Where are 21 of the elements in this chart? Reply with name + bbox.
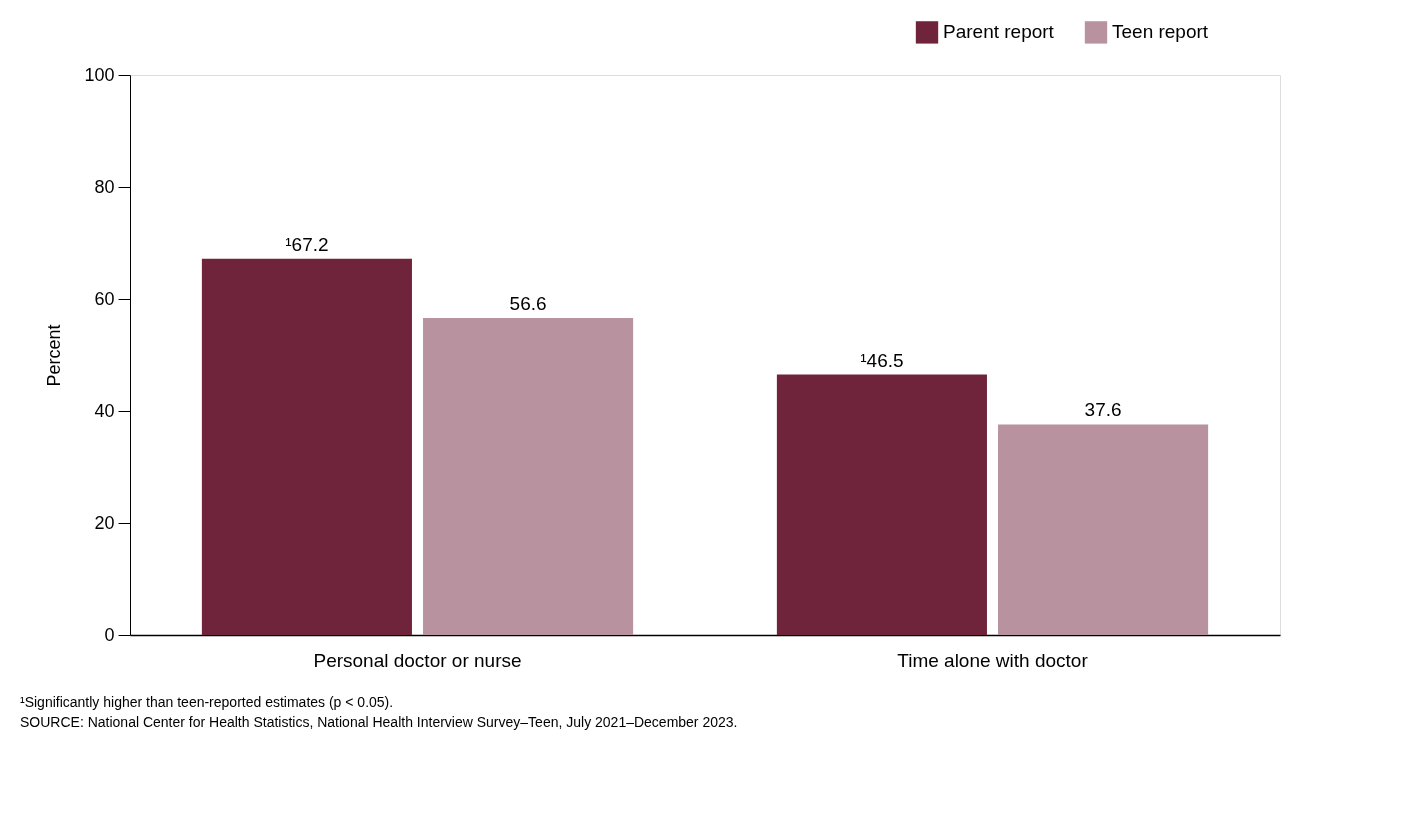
bar [776, 374, 987, 635]
text: ¹Significantly higher than teen-reported estimates (p < 0.05). [20, 694, 394, 710]
bar [423, 318, 634, 635]
y-tick-label: 40 [94, 400, 115, 421]
legend-label: Teen report [1112, 21, 1209, 43]
data-label: 37.6 [1084, 399, 1122, 421]
y-tick-label: 60 [94, 288, 115, 309]
data-label: ¹46.5 [860, 349, 904, 371]
y-tick-label: 0 [104, 624, 115, 645]
source-note: SOURCE: National Center for Health Statistics, National Health Interview Survey–Teen, July 2021–December 2023. [20, 714, 738, 730]
legend-label: Parent report [943, 21, 1055, 43]
y-tick-label: 100 [84, 64, 115, 85]
bar [998, 424, 1209, 635]
x-tick-label: Time alone with doctor [897, 649, 1089, 671]
data-label: 56.6 [509, 293, 547, 315]
y-axis-title: Percent [44, 324, 65, 387]
y-tick-label: 80 [94, 176, 115, 197]
data-label: ¹67.2 [285, 233, 329, 255]
x-tick-label: Personal doctor or nurse [313, 649, 522, 671]
bar [201, 258, 412, 635]
y-tick-label: 20 [94, 512, 115, 533]
